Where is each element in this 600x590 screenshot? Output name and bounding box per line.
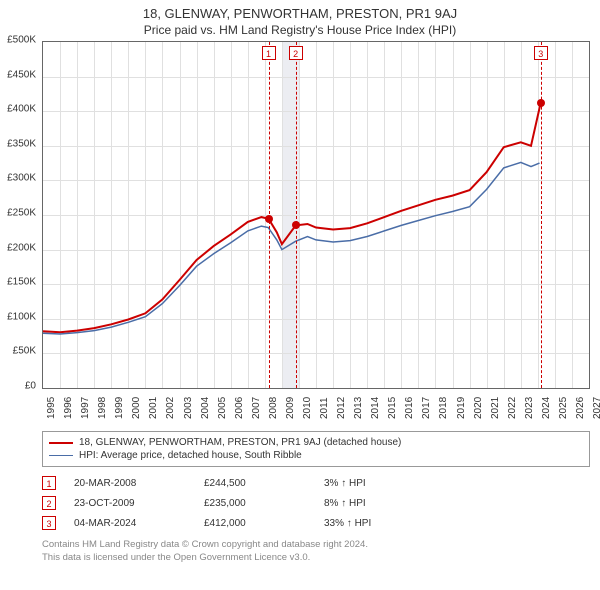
chart-container: 18, GLENWAY, PENWORTHAM, PRESTON, PR1 9A… bbox=[0, 0, 600, 590]
x-tick-label: 1995 bbox=[46, 397, 57, 419]
x-tick-label: 1998 bbox=[97, 397, 108, 419]
x-tick-label: 2022 bbox=[507, 397, 518, 419]
x-tick-label: 2015 bbox=[387, 397, 398, 419]
event-dot bbox=[265, 215, 273, 223]
y-tick-label: £50K bbox=[13, 346, 36, 357]
x-tick-label: 1999 bbox=[114, 397, 125, 419]
legend-swatch bbox=[49, 442, 73, 444]
event-hpi: 33% ↑ HPI bbox=[324, 518, 371, 529]
x-tick-label: 2006 bbox=[234, 397, 245, 419]
event-dot bbox=[537, 99, 545, 107]
event-price: £412,000 bbox=[204, 518, 324, 529]
x-tick-label: 2000 bbox=[131, 397, 142, 419]
x-tick-label: 2026 bbox=[575, 397, 586, 419]
legend-label: HPI: Average price, detached house, Sout… bbox=[79, 450, 302, 461]
events-table: 1 20-MAR-2008£244,5003% ↑ HPI 2 23-OCT-2009… bbox=[42, 473, 590, 533]
event-line bbox=[296, 42, 297, 388]
x-tick-label: 2004 bbox=[200, 397, 211, 419]
x-tick-label: 2011 bbox=[319, 397, 330, 419]
legend-item: 18, GLENWAY, PENWORTHAM, PRESTON, PR1 9A… bbox=[49, 436, 583, 449]
x-tick-label: 2001 bbox=[148, 397, 159, 419]
event-price: £235,000 bbox=[204, 498, 324, 509]
y-tick-label: £0 bbox=[25, 381, 36, 392]
event-date: 04-MAR-2024 bbox=[74, 518, 204, 529]
x-tick-label: 2008 bbox=[268, 397, 279, 419]
chart-title: 18, GLENWAY, PENWORTHAM, PRESTON, PR1 9A… bbox=[0, 0, 600, 21]
x-tick-label: 2003 bbox=[183, 397, 194, 419]
x-tick-label: 2016 bbox=[404, 397, 415, 419]
y-tick-label: £350K bbox=[7, 138, 36, 149]
event-marker: 3 bbox=[534, 46, 548, 60]
event-row: 2 23-OCT-2009£235,0008% ↑ HPI bbox=[42, 493, 590, 513]
event-line bbox=[541, 42, 542, 388]
y-tick-label: £250K bbox=[7, 208, 36, 219]
x-tick-label: 1996 bbox=[63, 397, 74, 419]
event-row: 1 20-MAR-2008£244,5003% ↑ HPI bbox=[42, 473, 590, 493]
y-tick-label: £100K bbox=[7, 311, 36, 322]
event-marker: 1 bbox=[262, 46, 276, 60]
x-tick-label: 2027 bbox=[592, 397, 600, 419]
event-hpi: 8% ↑ HPI bbox=[324, 498, 366, 509]
x-tick-label: 2002 bbox=[165, 397, 176, 419]
x-tick-label: 2007 bbox=[251, 397, 262, 419]
x-tick-label: 2005 bbox=[217, 397, 228, 419]
chart-subtitle: Price paid vs. HM Land Registry's House … bbox=[0, 21, 600, 41]
footer-line-1: Contains HM Land Registry data © Crown c… bbox=[42, 539, 590, 552]
event-dot bbox=[292, 221, 300, 229]
x-tick-label: 2010 bbox=[302, 397, 313, 419]
chart-plot-area: 12 3 bbox=[42, 41, 590, 389]
event-badge: 3 bbox=[42, 516, 56, 530]
x-tick-label: 2025 bbox=[558, 397, 569, 419]
legend-label: 18, GLENWAY, PENWORTHAM, PRESTON, PR1 9A… bbox=[79, 437, 401, 448]
y-tick-label: £150K bbox=[7, 277, 36, 288]
x-tick-label: 2014 bbox=[370, 397, 381, 419]
legend-item: HPI: Average price, detached house, Sout… bbox=[49, 449, 583, 462]
x-tick-label: 2013 bbox=[353, 397, 364, 419]
event-row: 3 04-MAR-2024£412,00033% ↑ HPI bbox=[42, 513, 590, 533]
x-tick-label: 2021 bbox=[490, 397, 501, 419]
x-axis: 1995 1996 1997 1998 1999 2000 2001 2002 2003 2004… bbox=[42, 389, 590, 427]
x-tick-label: 2009 bbox=[285, 397, 296, 419]
event-date: 20-MAR-2008 bbox=[74, 478, 204, 489]
legend-swatch bbox=[49, 455, 73, 456]
x-tick-label: 2018 bbox=[438, 397, 449, 419]
footer-line-2: This data is licensed under the Open Gov… bbox=[42, 552, 590, 565]
event-date: 23-OCT-2009 bbox=[74, 498, 204, 509]
chart-lines-svg bbox=[43, 42, 589, 388]
event-price: £244,500 bbox=[204, 478, 324, 489]
event-badge: 2 bbox=[42, 496, 56, 510]
y-tick-label: £200K bbox=[7, 242, 36, 253]
event-badge: 1 bbox=[42, 476, 56, 490]
legend: 18, GLENWAY, PENWORTHAM, PRESTON, PR1 9A… bbox=[42, 431, 590, 467]
x-tick-label: 2019 bbox=[456, 397, 467, 419]
series-hpi bbox=[43, 162, 540, 334]
y-tick-label: £300K bbox=[7, 173, 36, 184]
event-marker: 2 bbox=[289, 46, 303, 60]
y-tick-label: £500K bbox=[7, 35, 36, 46]
y-axis: £0£50K£100K£150K£200K£250K£300K£350K£400… bbox=[0, 40, 40, 388]
x-tick-label: 2023 bbox=[524, 397, 535, 419]
x-tick-label: 2024 bbox=[541, 397, 552, 419]
x-tick-label: 2012 bbox=[336, 397, 347, 419]
series-property bbox=[43, 103, 541, 332]
x-tick-label: 2020 bbox=[473, 397, 484, 419]
y-tick-label: £450K bbox=[7, 69, 36, 80]
x-tick-label: 1997 bbox=[80, 397, 91, 419]
x-tick-label: 2017 bbox=[421, 397, 432, 419]
event-hpi: 3% ↑ HPI bbox=[324, 478, 366, 489]
footer-attribution: Contains HM Land Registry data © Crown c… bbox=[42, 539, 590, 565]
y-tick-label: £400K bbox=[7, 104, 36, 115]
